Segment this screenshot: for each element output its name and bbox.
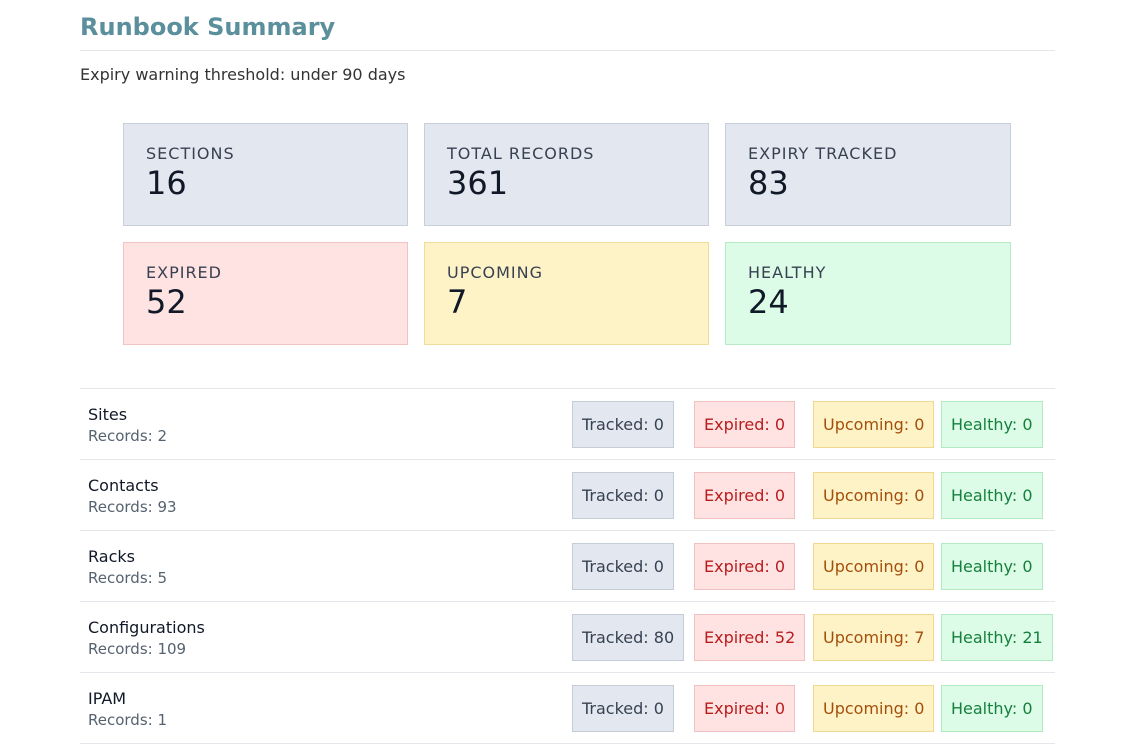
card-value: 52	[146, 283, 187, 321]
tracked-badge: Tracked: 0	[572, 543, 674, 590]
record-count: Records: 5	[88, 569, 168, 587]
healthy-badge: Healthy: 0	[941, 401, 1043, 448]
card-value: 24	[748, 283, 789, 321]
card-label: HEALTHY	[748, 263, 827, 282]
table-row: IPAM Records: 1 Tracked: 0 Expired: 0 Up…	[80, 673, 1055, 744]
record-count: Records: 1	[88, 711, 168, 729]
record-count: Records: 109	[88, 640, 187, 658]
table-row: Racks Records: 5 Tracked: 0 Expired: 0 U…	[80, 531, 1055, 602]
card-label: UPCOMING	[447, 263, 544, 282]
table-row: Configurations Records: 109 Tracked: 80 …	[80, 602, 1055, 673]
page-title: Runbook Summary	[80, 13, 336, 41]
table-row: Contacts Records: 93 Tracked: 0 Expired:…	[80, 460, 1055, 531]
tracked-badge: Tracked: 80	[572, 614, 685, 661]
upcoming-card: UPCOMING 7	[424, 242, 709, 345]
tracked-badge: Tracked: 0	[572, 472, 674, 519]
expired-badge: Expired: 0	[694, 685, 796, 732]
sections-table: Sites Records: 2 Tracked: 0 Expired: 0 U…	[80, 388, 1055, 744]
summary-cards: SECTIONS 16 TOTAL RECORDS 361 EXPIRY TRA…	[123, 123, 1011, 345]
total-records-card: TOTAL RECORDS 361	[424, 123, 709, 226]
section-name: Sites	[88, 405, 128, 424]
upcoming-badge: Upcoming: 0	[813, 543, 935, 590]
runbook-summary-page: Runbook Summary Expiry warning threshold…	[80, 0, 1055, 744]
upcoming-badge: Upcoming: 0	[813, 401, 935, 448]
upcoming-badge: Upcoming: 7	[813, 614, 935, 661]
healthy-badge: Healthy: 21	[941, 614, 1053, 661]
section-name: IPAM	[88, 689, 127, 708]
healthy-badge: Healthy: 0	[941, 685, 1043, 732]
sections-card: SECTIONS 16	[123, 123, 408, 226]
card-value: 16	[146, 164, 187, 202]
tracked-badge: Tracked: 0	[572, 685, 674, 732]
upcoming-badge: Upcoming: 0	[813, 685, 935, 732]
card-label: SECTIONS	[146, 144, 235, 163]
card-value: 361	[447, 164, 509, 202]
expired-badge: Expired: 0	[694, 401, 796, 448]
healthy-badge: Healthy: 0	[941, 472, 1043, 519]
expiry-tracked-card: EXPIRY TRACKED 83	[725, 123, 1011, 226]
title-divider	[80, 50, 1055, 51]
section-name: Configurations	[88, 618, 205, 637]
expired-badge: Expired: 0	[694, 543, 796, 590]
tracked-badge: Tracked: 0	[572, 401, 674, 448]
section-name: Racks	[88, 547, 135, 566]
card-label: EXPIRY TRACKED	[748, 144, 898, 163]
healthy-badge: Healthy: 0	[941, 543, 1043, 590]
card-value: 7	[447, 283, 468, 321]
card-label: TOTAL RECORDS	[447, 144, 595, 163]
record-count: Records: 93	[88, 498, 177, 516]
section-name: Contacts	[88, 476, 159, 495]
upcoming-badge: Upcoming: 0	[813, 472, 935, 519]
expired-badge: Expired: 0	[694, 472, 796, 519]
expiry-threshold-text: Expiry warning threshold: under 90 days	[80, 65, 406, 84]
expired-card: EXPIRED 52	[123, 242, 408, 345]
record-count: Records: 2	[88, 427, 168, 445]
card-value: 83	[748, 164, 789, 202]
healthy-card: HEALTHY 24	[725, 242, 1011, 345]
expired-badge: Expired: 52	[694, 614, 806, 661]
card-label: EXPIRED	[146, 263, 222, 282]
table-row: Sites Records: 2 Tracked: 0 Expired: 0 U…	[80, 389, 1055, 460]
